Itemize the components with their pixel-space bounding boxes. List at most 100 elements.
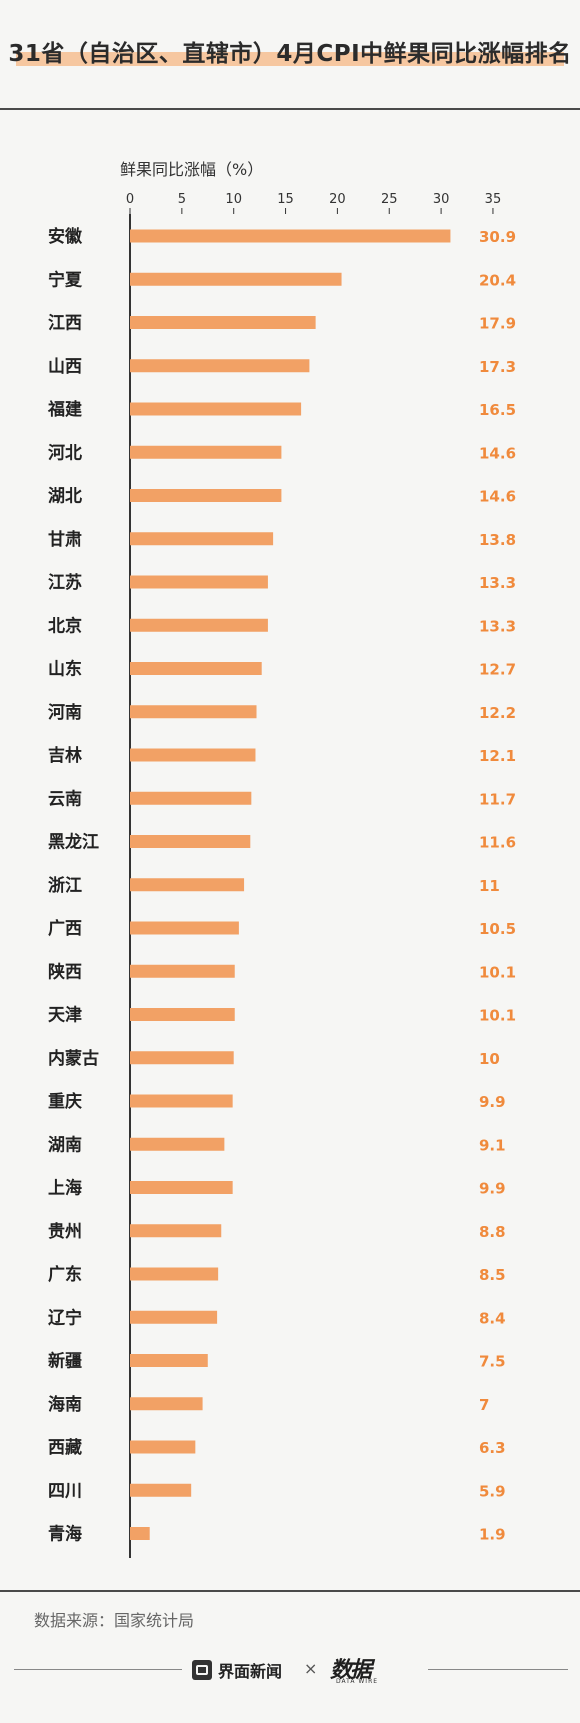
value-label: 17.3 bbox=[479, 358, 516, 376]
bar bbox=[130, 1483, 192, 1497]
category-label: 黑龙江 bbox=[48, 832, 99, 853]
x-tick-label: 20 bbox=[329, 192, 346, 207]
bar bbox=[130, 1527, 150, 1540]
bar bbox=[130, 791, 252, 805]
category-label: 海南 bbox=[48, 1394, 82, 1415]
bar bbox=[130, 1267, 219, 1281]
x-axis-title: 鲜果同比涨幅（%） bbox=[120, 160, 263, 179]
category-label: 浙江 bbox=[48, 875, 82, 896]
bar bbox=[130, 272, 342, 286]
value-label: 1.9 bbox=[479, 1526, 506, 1544]
value-label: 9.9 bbox=[479, 1180, 506, 1198]
value-label: 12.7 bbox=[479, 661, 516, 679]
bottom-rule bbox=[0, 1590, 580, 1592]
value-label: 8.4 bbox=[479, 1309, 506, 1327]
bar bbox=[130, 1137, 225, 1151]
category-label: 湖北 bbox=[48, 487, 82, 507]
bar bbox=[130, 359, 310, 373]
value-label: 14.6 bbox=[479, 444, 516, 462]
datawire-brand-text: 数据 bbox=[330, 1658, 372, 1683]
value-label: 10.5 bbox=[479, 920, 516, 938]
x-tick-label: 0 bbox=[126, 192, 134, 207]
footer: 界面新闻 × 数据 DATA WIRE bbox=[0, 1650, 580, 1690]
category-label: 甘肃 bbox=[48, 529, 82, 550]
category-label: 云南 bbox=[48, 788, 82, 809]
bar bbox=[130, 229, 451, 243]
bar bbox=[130, 964, 235, 978]
value-label: 7 bbox=[479, 1396, 489, 1414]
bar bbox=[130, 878, 245, 892]
category-label: 江苏 bbox=[48, 572, 82, 593]
bar bbox=[130, 1008, 235, 1021]
x-tick-label: 5 bbox=[178, 192, 186, 207]
top-rule bbox=[0, 108, 580, 110]
bar bbox=[130, 316, 316, 329]
data-source: 数据来源：国家统计局 bbox=[34, 1611, 195, 1630]
jiemian-icon bbox=[192, 1660, 212, 1680]
value-label: 30.9 bbox=[479, 228, 516, 246]
datawire-subtext: DATA WIRE bbox=[336, 1678, 379, 1685]
bar bbox=[130, 402, 302, 416]
value-label: 6.3 bbox=[479, 1439, 506, 1457]
bar bbox=[130, 921, 239, 935]
value-label: 9.1 bbox=[479, 1136, 506, 1154]
bar bbox=[130, 1051, 234, 1065]
category-label: 安徽 bbox=[48, 226, 83, 247]
category-label: 天津 bbox=[48, 1005, 82, 1026]
bar bbox=[130, 1094, 233, 1108]
collab-times: × bbox=[304, 1659, 318, 1678]
category-label: 广东 bbox=[48, 1264, 82, 1285]
category-label: 青海 bbox=[48, 1524, 82, 1545]
category-label: 陕西 bbox=[48, 961, 82, 982]
bar bbox=[130, 1181, 233, 1194]
bar bbox=[130, 1440, 196, 1454]
x-tick-label: 35 bbox=[485, 192, 502, 207]
bar bbox=[130, 1354, 208, 1367]
category-label: 吉林 bbox=[48, 745, 82, 766]
jiemian-brand-text: 界面新闻 bbox=[218, 1662, 283, 1681]
value-label: 13.3 bbox=[479, 617, 516, 635]
x-tick-label: 30 bbox=[433, 192, 450, 207]
value-label: 17.9 bbox=[479, 315, 516, 333]
value-label: 11.7 bbox=[479, 790, 516, 808]
bar bbox=[130, 618, 268, 632]
category-label: 山东 bbox=[48, 659, 82, 680]
bar bbox=[130, 1397, 203, 1411]
value-label: 9.9 bbox=[479, 1093, 506, 1111]
value-label: 12.2 bbox=[479, 704, 516, 722]
jiemian-logo: 界面新闻 bbox=[192, 1658, 282, 1682]
bar bbox=[130, 1224, 222, 1238]
category-label: 内蒙古 bbox=[48, 1048, 99, 1069]
value-label: 20.4 bbox=[479, 271, 516, 289]
value-label: 8.5 bbox=[479, 1266, 506, 1284]
value-label: 5.9 bbox=[479, 1482, 506, 1500]
footer-divider-right bbox=[428, 1669, 568, 1670]
category-label: 福建 bbox=[47, 399, 82, 420]
category-label: 西藏 bbox=[48, 1438, 82, 1458]
title-highlight bbox=[16, 52, 564, 66]
category-label: 重庆 bbox=[48, 1091, 82, 1112]
category-label: 北京 bbox=[48, 615, 82, 636]
bar bbox=[130, 748, 256, 762]
value-label: 10.1 bbox=[479, 1007, 516, 1025]
x-tick-label: 10 bbox=[225, 192, 242, 207]
category-label: 广西 bbox=[48, 918, 82, 939]
bar bbox=[130, 532, 274, 546]
value-label: 14.6 bbox=[479, 488, 516, 506]
bar bbox=[130, 445, 282, 459]
value-label: 10.1 bbox=[479, 963, 516, 981]
datawire-logo: 数据 DATA WIRE bbox=[330, 1652, 416, 1688]
category-label: 湖南 bbox=[48, 1134, 82, 1155]
value-label: 11 bbox=[479, 877, 500, 895]
value-label: 13.3 bbox=[479, 574, 516, 592]
category-label: 河北 bbox=[48, 443, 82, 463]
page-title: 31省（自治区、直辖市）4月CPI中鲜果同比涨幅排名 bbox=[8, 41, 572, 67]
x-tick-label: 25 bbox=[381, 192, 398, 207]
bar bbox=[130, 575, 268, 589]
value-label: 8.8 bbox=[479, 1223, 506, 1241]
x-tick-label: 15 bbox=[277, 192, 294, 207]
value-label: 7.5 bbox=[479, 1353, 506, 1371]
value-label: 12.1 bbox=[479, 747, 516, 765]
value-label: 16.5 bbox=[479, 401, 516, 419]
value-label: 10 bbox=[479, 1050, 500, 1068]
